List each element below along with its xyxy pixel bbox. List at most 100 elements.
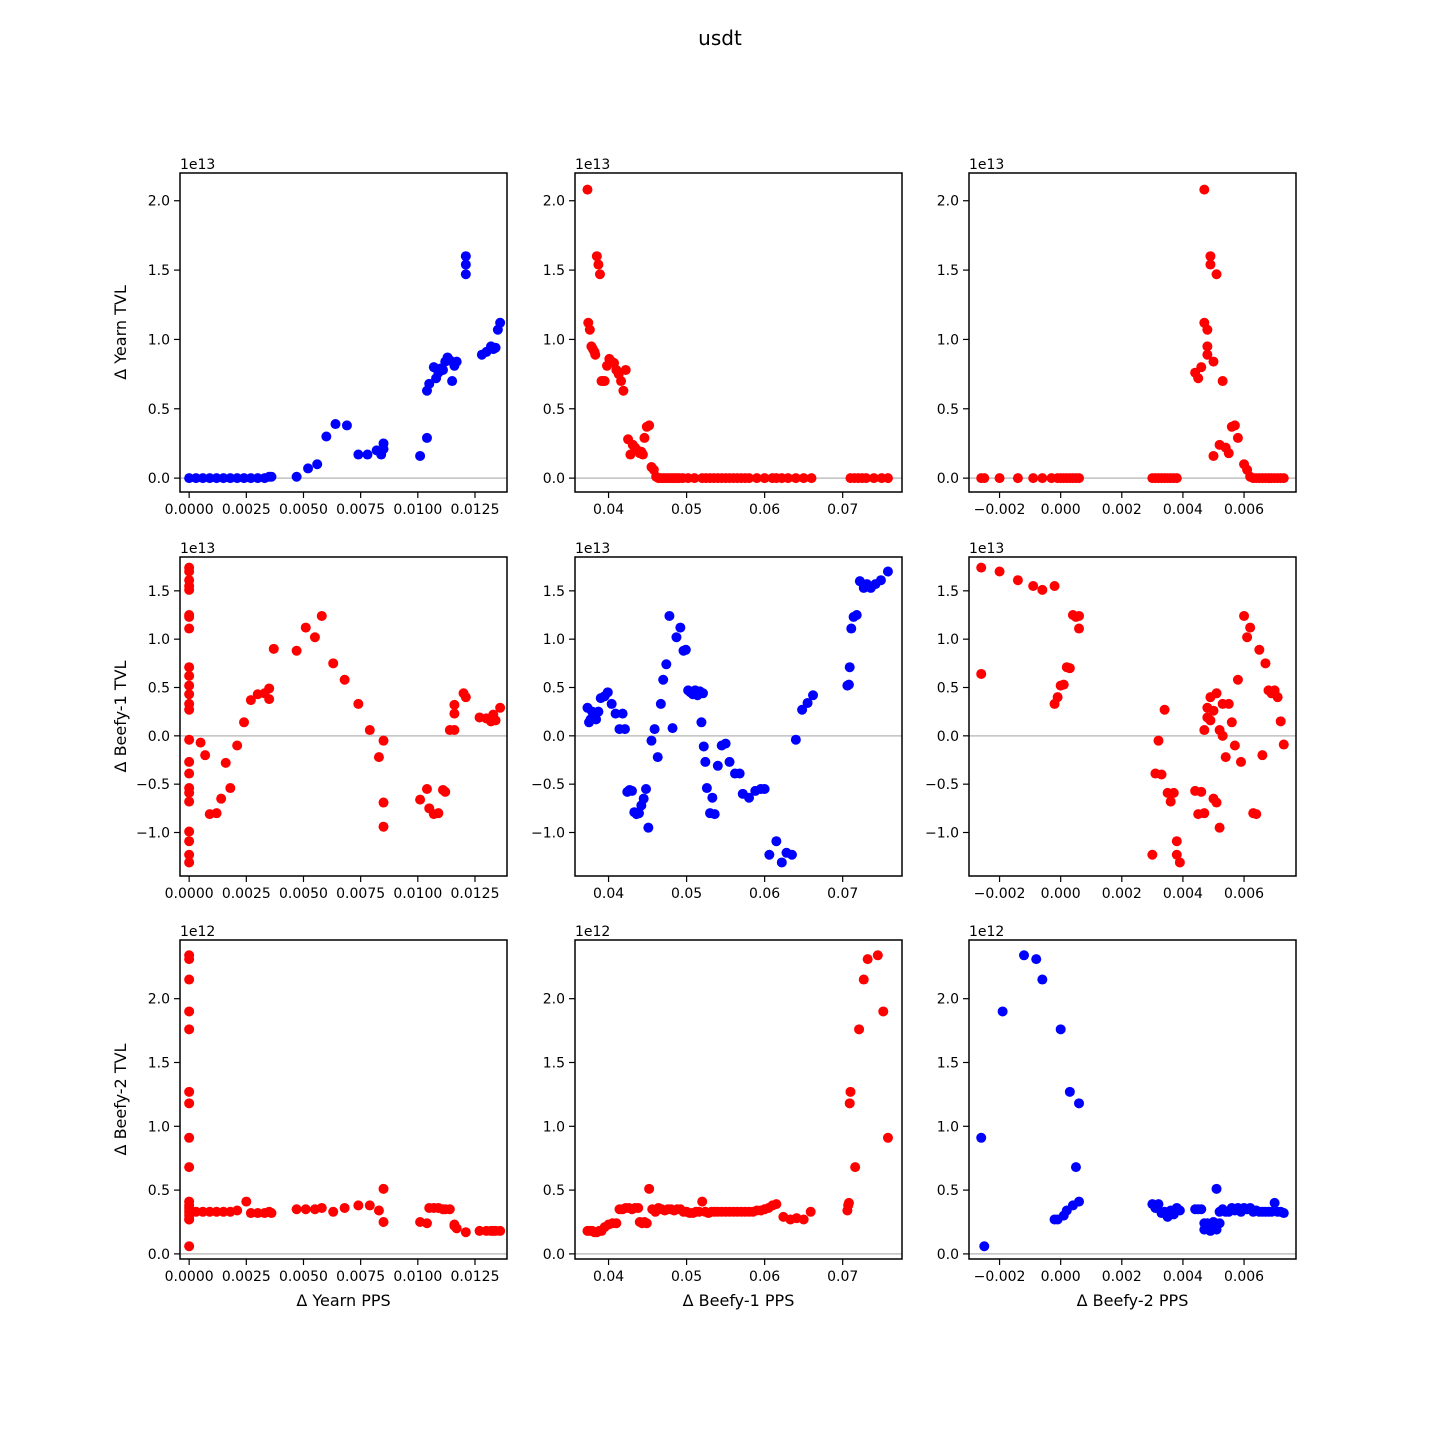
data-point <box>264 683 275 694</box>
data-point <box>759 473 770 484</box>
data-point <box>1208 356 1219 367</box>
data-point <box>637 449 648 460</box>
data-point <box>300 622 311 633</box>
data-point <box>1199 184 1210 195</box>
data-point <box>184 974 195 985</box>
data-point <box>1028 473 1039 484</box>
data-point <box>330 419 341 430</box>
data-point <box>882 1132 893 1143</box>
x-tick-label: 0.0075 <box>336 1269 385 1285</box>
data-point <box>1257 750 1268 761</box>
y-tick-label: 0.0 <box>937 1247 959 1263</box>
data-point <box>437 364 448 375</box>
y-tick-label: 1.5 <box>148 1055 170 1071</box>
data-point <box>709 809 720 820</box>
x-tick-label: 0.002 <box>1102 886 1142 902</box>
x-tick-label: 0.006 <box>1224 886 1264 902</box>
data-point <box>211 808 222 819</box>
data-point <box>362 449 373 460</box>
x-tick-label: 0.006 <box>1224 1269 1264 1285</box>
data-point <box>241 1196 252 1207</box>
x-tick-label: 0.0075 <box>336 886 385 902</box>
data-point <box>451 1223 462 1234</box>
x-tick-label: 0.06 <box>749 502 780 518</box>
y-tick-label: 1.5 <box>148 584 170 600</box>
y-tick-label: 0.5 <box>148 681 170 697</box>
data-point <box>610 708 621 719</box>
data-point <box>619 724 630 735</box>
data-point <box>1220 752 1231 763</box>
axis-offset-label: 1e13 <box>180 541 215 557</box>
data-point <box>1260 658 1271 669</box>
y-tick-label: 0.5 <box>148 1183 170 1199</box>
data-point <box>184 662 195 673</box>
x-tick-label: 0.0050 <box>279 886 328 902</box>
x-tick-label: 0.004 <box>1163 1269 1203 1285</box>
y-tick-label: 0.0 <box>937 729 959 745</box>
axes-frame <box>179 172 508 493</box>
data-point <box>1205 251 1216 262</box>
y-tick-label: −0.5 <box>531 777 565 793</box>
data-point <box>697 1196 708 1207</box>
subplot-r1-c2: 0.04 0.05 0.06 0.07 0.0 0.5 1.0 1.5 2.0 1e13 <box>543 157 903 518</box>
data-point <box>1214 822 1225 833</box>
x-tick-label: 0.0025 <box>222 1269 271 1285</box>
data-point <box>184 1006 195 1017</box>
y-tick-label: 2.0 <box>148 194 170 210</box>
data-point <box>451 356 462 367</box>
data-point <box>184 756 195 767</box>
data-point <box>798 1214 809 1225</box>
data-point <box>184 670 195 681</box>
x-tick-label: 0.04 <box>593 502 624 518</box>
data-point <box>1012 473 1023 484</box>
data-point <box>449 708 460 719</box>
data-point <box>309 632 320 643</box>
data-point <box>460 251 471 262</box>
data-point <box>658 674 669 685</box>
data-point <box>1269 1197 1280 1208</box>
data-point <box>444 1204 455 1215</box>
data-point <box>759 784 770 794</box>
data-point <box>245 473 256 484</box>
y-tick-label: 0.5 <box>937 1183 959 1199</box>
data-point <box>802 697 813 708</box>
data-point <box>1245 622 1256 633</box>
data-point <box>460 692 471 703</box>
x-tick-label: 0.0050 <box>279 502 328 518</box>
data-point <box>617 708 628 719</box>
y-tick-label: 0.5 <box>543 402 565 418</box>
data-point <box>1028 581 1039 591</box>
data-point <box>1208 705 1219 716</box>
x-tick-label: 0.07 <box>827 886 858 902</box>
data-point <box>744 792 755 803</box>
data-point <box>1074 610 1085 621</box>
data-point <box>490 342 501 353</box>
data-point <box>639 432 650 443</box>
data-point <box>1064 663 1075 674</box>
data-point <box>696 717 707 728</box>
data-point <box>449 699 460 710</box>
x-tick-label: 0.0050 <box>279 1269 328 1285</box>
data-point <box>638 793 649 804</box>
data-point <box>232 740 243 751</box>
axis-offset-label: 1e13 <box>180 157 215 173</box>
data-point <box>291 471 302 482</box>
y-tick-label: 2.0 <box>148 992 170 1008</box>
x-tick-label: 0.07 <box>827 1269 858 1285</box>
data-point <box>994 473 1005 484</box>
y-tick-label: 1.0 <box>937 332 959 348</box>
data-point <box>1171 836 1182 847</box>
data-point <box>1174 857 1185 868</box>
data-point <box>790 473 801 484</box>
y-tick-label: 1.5 <box>543 1055 565 1071</box>
data-point <box>239 717 250 728</box>
data-point <box>1211 269 1222 280</box>
data-point <box>218 1206 229 1217</box>
data-point <box>211 1206 222 1217</box>
data-point <box>184 611 195 622</box>
data-point <box>378 1183 389 1194</box>
data-point <box>724 756 735 767</box>
x-tick-label: −0.002 <box>974 886 1026 902</box>
x-tick-label: 0.0000 <box>165 502 214 518</box>
